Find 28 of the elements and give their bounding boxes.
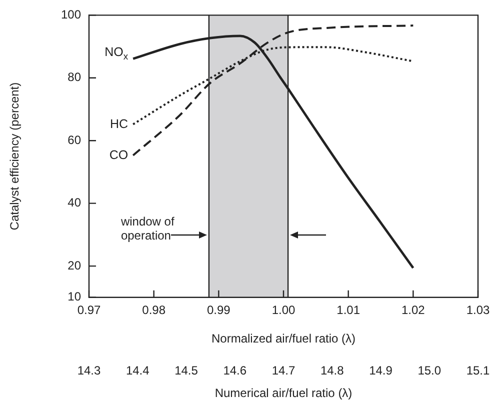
y-tick-label: 60 <box>68 132 82 147</box>
x2-tick-label: 14.5 <box>174 364 198 378</box>
x-tick-label: 1.01 <box>336 302 360 317</box>
x2-tick-label: 14.9 <box>369 364 393 378</box>
x2-axis-title: Numerical air/fuel ratio (λ) <box>214 386 352 400</box>
x2-tick-label: 14.6 <box>223 364 247 378</box>
y-tick-label: 80 <box>68 70 82 84</box>
x2-tick-label: 15.0 <box>418 364 442 378</box>
x2-tick-label: 14.3 <box>77 364 101 378</box>
y-tick-label: 100 <box>60 8 82 22</box>
y-tick-label: 20 <box>68 258 82 272</box>
annotation: window of operation <box>120 214 175 243</box>
x-tick-label: 1.03 <box>466 302 490 317</box>
x-tick-label: 0.97 <box>77 302 101 317</box>
x2-tick-label: 15.1 <box>466 364 490 378</box>
x-tick-label: 0.98 <box>142 302 166 317</box>
x-tick-label: 1.02 <box>401 302 426 317</box>
x-axis-title: Normalized air/fuel ratio (λ) <box>211 331 356 346</box>
series-label: HC <box>110 116 128 131</box>
y-tick-label: 40 <box>68 196 82 210</box>
x2-tick-label: 14.7 <box>272 364 296 378</box>
series-label: CO <box>109 148 128 162</box>
x2-tick-label: 14.8 <box>320 364 344 378</box>
x2-tick-label: 14.4 <box>126 364 150 378</box>
y-tick-label: 10 <box>68 290 82 304</box>
x-tick-label: 1.00 <box>272 302 296 317</box>
x-tick-label: 0.99 <box>206 302 231 317</box>
y-axis-title: Catalyst efficiency (percent) <box>8 82 22 230</box>
